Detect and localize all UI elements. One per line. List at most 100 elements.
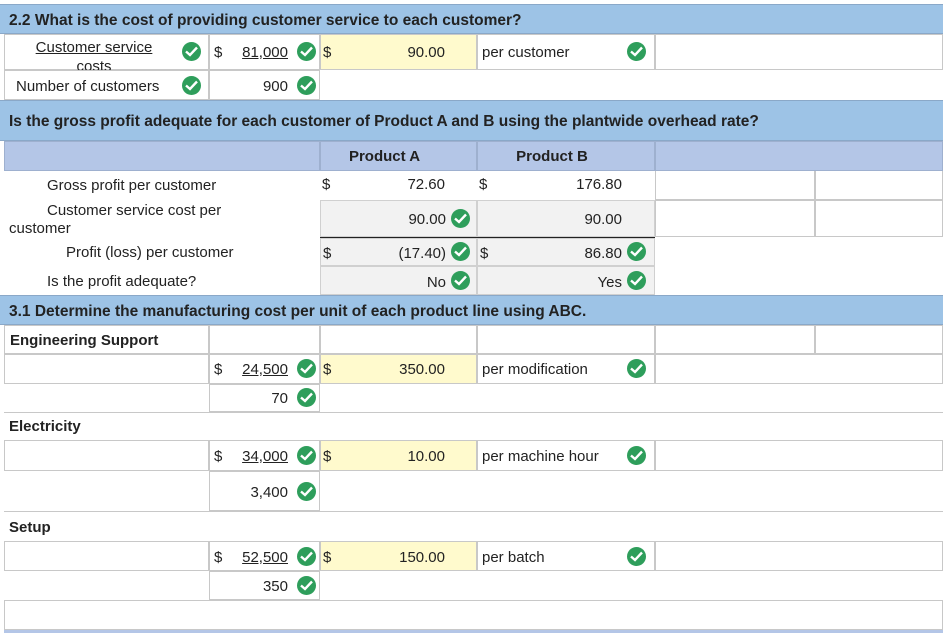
check-icon <box>627 359 646 378</box>
empty-cell <box>655 541 943 571</box>
total-rule <box>320 237 655 238</box>
empty-cell <box>655 200 815 237</box>
check-icon <box>451 271 470 290</box>
setup-rate-input[interactable]: $ 150.00 <box>320 541 477 571</box>
rate-unit-cell: per modification <box>477 354 655 384</box>
eng-rate-unit: per modification <box>482 361 588 378</box>
num-customers-label: Number of customers <box>16 78 160 95</box>
currency-symbol: $ <box>214 361 223 378</box>
adequate-b[interactable]: Yes <box>597 274 622 291</box>
empty-cell <box>4 440 209 471</box>
service-cost-a-input[interactable]: 90.00 <box>320 200 477 237</box>
check-icon <box>297 547 316 566</box>
check-icon <box>627 242 646 261</box>
rate-unit-cell: per batch <box>477 541 655 571</box>
elec-rate-unit: per machine hour <box>482 448 599 465</box>
section-2-2-header: 2.2 What is the cost of providing custom… <box>0 4 943 34</box>
gross-profit-b: 176.80 <box>576 176 622 193</box>
cs-rate-unit-cell: per customer <box>477 34 655 70</box>
setup-qty-value[interactable]: 350 <box>262 578 288 595</box>
gross-profit-a: 72.60 <box>407 176 445 193</box>
eng-qty-value[interactable]: 70 <box>271 390 288 407</box>
empty-cell <box>655 325 815 354</box>
section-3-1-header: 3.1 Determine the manufacturing cost per… <box>0 295 943 325</box>
profit-loss-a[interactable]: (17.40) <box>398 245 446 262</box>
service-cost-a[interactable]: 90.00 <box>408 211 446 228</box>
check-icon <box>451 209 470 228</box>
adequate-a[interactable]: No <box>426 274 446 291</box>
setup-rate-value[interactable]: 150.00 <box>399 549 445 566</box>
elec-rate-input[interactable]: $ 10.00 <box>320 440 477 471</box>
eng-cost-value[interactable]: 24,500 <box>242 361 288 378</box>
service-cost-b[interactable]: 90.00 <box>584 211 622 228</box>
currency-symbol: $ <box>322 176 331 193</box>
header-blank-cell <box>655 141 943 171</box>
cs-rate-input[interactable]: $ 90.00 <box>320 34 477 70</box>
num-customers-value[interactable]: 900 <box>262 78 288 95</box>
elec-rate-value[interactable]: 10.00 <box>407 448 445 465</box>
cs-rate-value[interactable]: 90.00 <box>407 44 445 61</box>
check-icon <box>297 76 316 95</box>
check-icon <box>297 446 316 465</box>
check-icon <box>627 271 646 290</box>
col-header-product-b: Product B <box>477 141 655 171</box>
service-cost-b-input[interactable]: 90.00 <box>477 200 655 237</box>
empty-cell <box>655 34 943 70</box>
check-icon <box>297 576 316 595</box>
eng-rate-input[interactable]: $ 350.00 <box>320 354 477 384</box>
profit-loss-a-input[interactable]: $ (17.40) <box>320 238 477 266</box>
col-header-label: Product B <box>516 148 588 165</box>
adequate-a-input[interactable]: No <box>320 266 477 295</box>
section-3-1-title: 3.1 Determine the manufacturing cost per… <box>9 303 587 320</box>
currency-symbol: $ <box>323 245 332 262</box>
empty-cell <box>320 325 477 354</box>
currency-symbol: $ <box>480 245 489 262</box>
empty-cell <box>4 354 209 384</box>
profit-loss-label: Profit (loss) per customer <box>66 244 234 261</box>
activity-name-engineering: Engineering Support <box>10 332 159 349</box>
empty-cell <box>655 354 943 384</box>
check-icon <box>182 76 201 95</box>
check-icon <box>182 42 201 61</box>
profit-loss-b-input[interactable]: $ 86.80 <box>477 238 655 266</box>
activity-name-cell: Engineering Support <box>4 325 209 354</box>
check-icon <box>451 242 470 261</box>
row-divider <box>4 511 943 512</box>
row-divider <box>4 412 943 413</box>
service-cost-label-cont: customer <box>9 220 71 237</box>
eng-rate-value[interactable]: 350.00 <box>399 361 445 378</box>
empty-cell <box>815 200 943 237</box>
check-icon <box>297 388 316 407</box>
currency-symbol: $ <box>479 176 488 193</box>
check-icon <box>627 547 646 566</box>
profit-section-title: Is the gross profit adequate for each cu… <box>9 113 759 130</box>
elec-qty-value[interactable]: 3,400 <box>250 484 288 501</box>
empty-cell <box>655 440 943 471</box>
empty-cell <box>815 171 943 200</box>
cs-costs-label-cell: Customer service costs <box>4 34 209 75</box>
num-customers-label-cell: Number of customers <box>4 70 209 100</box>
profit-section-header: Is the gross profit adequate for each cu… <box>0 100 943 141</box>
setup-cost-value[interactable]: 52,500 <box>242 549 288 566</box>
check-icon <box>297 359 316 378</box>
cs-costs-value[interactable]: 81,000 <box>242 44 288 61</box>
currency-symbol: $ <box>323 361 332 378</box>
profit-loss-b[interactable]: 86.80 <box>584 245 622 262</box>
header-blank-cell <box>4 141 320 171</box>
col-header-product-a: Product A <box>320 141 477 171</box>
currency-symbol: $ <box>214 549 223 566</box>
elec-cost-value[interactable]: 34,000 <box>242 448 288 465</box>
empty-cell <box>815 325 943 354</box>
empty-cell <box>209 325 320 354</box>
currency-symbol: $ <box>214 44 223 61</box>
rate-unit-cell: per machine hour <box>477 440 655 471</box>
adequate-b-input[interactable]: Yes <box>477 266 655 295</box>
currency-symbol: $ <box>323 448 332 465</box>
empty-row <box>4 600 943 630</box>
setup-rate-unit: per batch <box>482 549 545 566</box>
elec-cost-input[interactable]: $ 34,000 <box>209 440 320 471</box>
currency-symbol: $ <box>323 44 332 61</box>
section-2-2-title: 2.2 What is the cost of providing custom… <box>9 12 522 29</box>
activity-name-electricity: Electricity <box>9 418 81 435</box>
check-icon <box>297 42 316 61</box>
